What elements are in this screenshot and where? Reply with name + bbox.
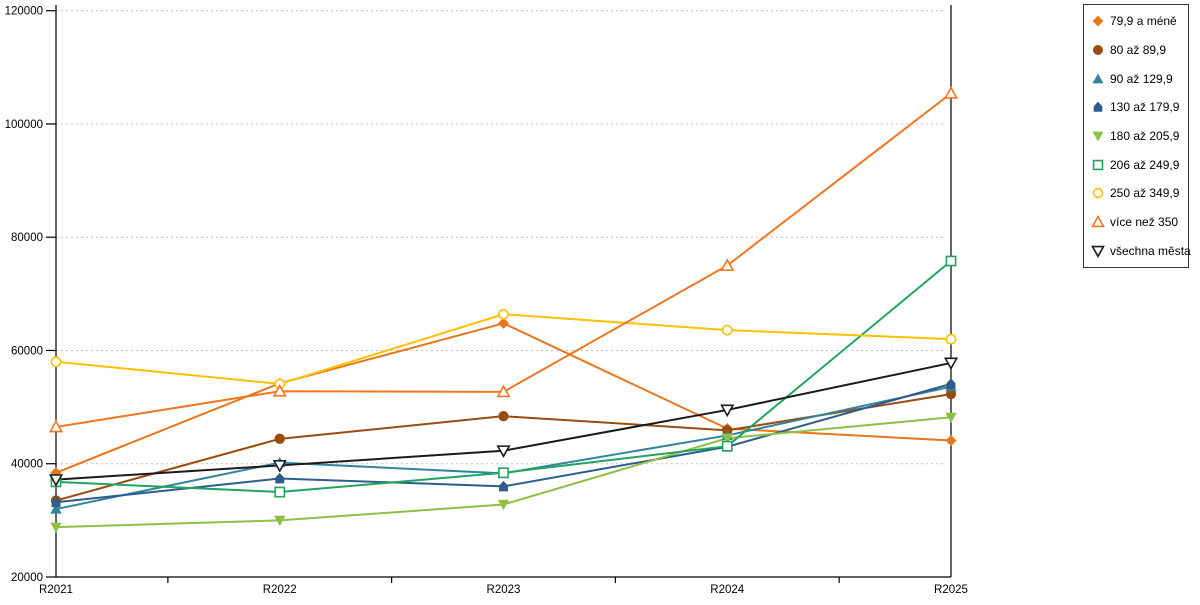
x-tick-label: R2021 bbox=[39, 584, 73, 596]
legend-item-label: 79,9 a méně bbox=[1110, 14, 1177, 29]
marker-triangle-up bbox=[1092, 73, 1104, 84]
marker-triangle-down bbox=[721, 433, 733, 444]
x-axis-labels: R2021 R2022 R2023 R2024 R2025 bbox=[39, 584, 968, 596]
y-tick-label: 60000 bbox=[11, 345, 43, 357]
marker-house bbox=[946, 378, 956, 389]
legend-marker-circle-icon bbox=[1093, 45, 1103, 55]
marker-triangle-up bbox=[272, 384, 287, 397]
legend-marker-triangle-down-icon bbox=[1092, 131, 1104, 142]
legend-item: všechna města bbox=[1091, 238, 1191, 264]
marker-circle bbox=[721, 324, 733, 336]
legend-item: 79,9 a méně bbox=[1091, 8, 1188, 34]
legend-marker-triangle-up-icon bbox=[1091, 214, 1105, 228]
series-markers bbox=[48, 357, 959, 487]
marker-house bbox=[1093, 101, 1103, 113]
marker-triangle-down bbox=[274, 515, 286, 526]
legend: 79,9 a méně 80 až 89,9 90 až 129,9 130 až 1… bbox=[1083, 4, 1191, 268]
marker-square bbox=[498, 467, 509, 479]
legend-marker-triangle-down-icon bbox=[1091, 245, 1105, 258]
marker-triangle-up bbox=[48, 419, 64, 433]
x-tick-label: R2023 bbox=[487, 584, 521, 596]
marker-circle bbox=[498, 411, 509, 422]
marker-circle bbox=[274, 433, 285, 444]
marker-triangle-down bbox=[48, 474, 64, 487]
marker-house bbox=[51, 496, 61, 508]
marker-house bbox=[275, 472, 285, 484]
series-markers bbox=[50, 255, 957, 498]
legend-item-label: 80 až 89,9 bbox=[1110, 42, 1167, 57]
marker-triangle-down bbox=[50, 522, 62, 533]
legend-item: 80 až 89,9 bbox=[1091, 37, 1188, 63]
marker-triangle-up bbox=[1091, 214, 1105, 228]
x-tick-label: R2024 bbox=[710, 584, 744, 596]
legend-item: více než 350 bbox=[1091, 209, 1188, 235]
marker-triangle-down bbox=[497, 499, 510, 511]
legend-marker-circle-icon bbox=[1092, 188, 1104, 199]
marker-square bbox=[1092, 159, 1104, 170]
marker-circle bbox=[50, 356, 62, 368]
marker-triangle-down bbox=[720, 404, 735, 418]
marker-circle bbox=[945, 388, 957, 400]
legend-item-label: více než 350 bbox=[1110, 214, 1179, 229]
marker-triangle-up bbox=[720, 258, 735, 271]
y-tick-label: 120000 bbox=[5, 6, 43, 18]
marker-triangle-up bbox=[50, 503, 62, 514]
legend-item: 250 až 349,9 bbox=[1091, 180, 1188, 206]
series-path bbox=[55, 92, 952, 428]
legend-marker-square-icon bbox=[1092, 159, 1104, 170]
legend-item-label: 90 až 129,9 bbox=[1110, 71, 1173, 86]
series-markers bbox=[50, 412, 957, 533]
legend-item-label: všechna města bbox=[1110, 243, 1191, 258]
marker-triangle-down bbox=[496, 445, 511, 458]
marker-diamond bbox=[1092, 15, 1104, 27]
marker-triangle-down bbox=[1091, 245, 1105, 258]
series-markers bbox=[48, 86, 959, 433]
marker-triangle-up bbox=[943, 86, 959, 99]
x-tick-label: R2025 bbox=[934, 584, 968, 596]
legend-item-label: 206 až 249,9 bbox=[1110, 157, 1180, 172]
y-axis-labels: 20000 40000 60000 80000 100000 120000 bbox=[5, 6, 43, 584]
y-tick-label: 20000 bbox=[11, 572, 43, 584]
legend-item-label: 180 až 205,9 bbox=[1110, 128, 1180, 143]
legend-marker-triangle-up-icon bbox=[1092, 73, 1104, 84]
marker-triangle-down bbox=[272, 460, 287, 473]
legend-item: 130 až 179,9 bbox=[1091, 94, 1188, 120]
axes bbox=[46, 5, 952, 583]
y-tick-label: 40000 bbox=[11, 459, 43, 471]
marker-circle bbox=[1093, 45, 1103, 55]
x-tick-label: R2022 bbox=[263, 584, 297, 596]
y-tick-label: 80000 bbox=[11, 232, 43, 244]
legend-item-label: 250 až 349,9 bbox=[1110, 186, 1180, 201]
marker-circle bbox=[1092, 188, 1104, 199]
legend-marker-house-icon bbox=[1093, 101, 1103, 113]
marker-square bbox=[721, 440, 733, 452]
series-markers bbox=[50, 308, 957, 390]
marker-triangle-down bbox=[943, 357, 959, 371]
legend-item: 206 až 249,9 bbox=[1091, 152, 1188, 178]
marker-diamond bbox=[945, 434, 957, 447]
marker-square bbox=[274, 486, 286, 498]
marker-circle bbox=[945, 333, 957, 345]
legend-item: 90 až 129,9 bbox=[1091, 66, 1188, 92]
legend-marker-diamond-icon bbox=[1092, 15, 1104, 27]
marker-triangle-down bbox=[1092, 131, 1104, 142]
gridlines bbox=[56, 10, 944, 465]
marker-diamond bbox=[497, 317, 510, 329]
legend-item-label: 130 až 179,9 bbox=[1110, 100, 1180, 115]
y-tick-label: 100000 bbox=[5, 119, 43, 131]
marker-square bbox=[945, 255, 957, 267]
legend-item: 180 až 205,9 bbox=[1091, 123, 1188, 149]
series-line bbox=[55, 92, 952, 428]
marker-triangle-up bbox=[496, 384, 511, 398]
marker-triangle-down bbox=[945, 412, 957, 423]
marker-circle bbox=[498, 308, 509, 320]
marker-house bbox=[499, 480, 508, 492]
